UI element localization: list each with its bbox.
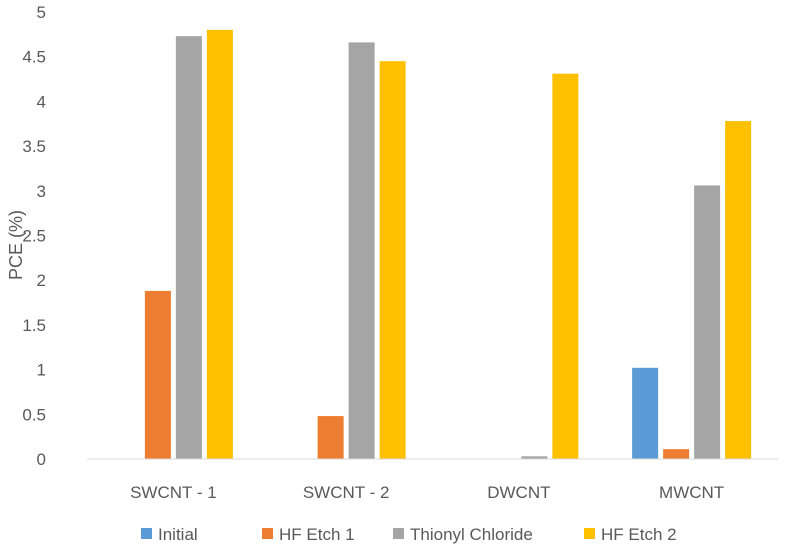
legend-swatch xyxy=(262,528,273,539)
x-axis-categories: SWCNT - 1 SWCNT - 2 DWCNT MWCNT xyxy=(130,483,724,502)
bar-hf-etch-1-3 xyxy=(663,449,690,459)
bar-thionyl-chloride-2 xyxy=(521,456,548,459)
bar-hf-etch-2-2 xyxy=(552,73,579,459)
bar-thionyl-chloride-1 xyxy=(348,42,375,460)
legend: Initial HF Etch 1 Thionyl Chloride HF Etch … xyxy=(141,525,677,544)
bar-hf-etch-2-3 xyxy=(725,121,752,460)
bar-thionyl-chloride-0 xyxy=(175,36,202,459)
bar-hf-etch-2-0 xyxy=(206,29,233,459)
bar-hf-etch-2-1 xyxy=(379,61,406,460)
bars xyxy=(144,29,752,460)
x-category-label: SWCNT - 1 xyxy=(130,483,217,502)
y-tick-label: 5 xyxy=(37,3,46,22)
y-axis-label: PCE (%) xyxy=(6,210,26,280)
y-tick-label: 3.5 xyxy=(22,137,46,156)
y-tick-label: 0 xyxy=(37,450,46,469)
legend-swatch xyxy=(584,528,595,539)
y-tick-label: 4 xyxy=(37,92,46,111)
bar-thionyl-chloride-3 xyxy=(694,185,721,459)
y-tick-label: 4.5 xyxy=(22,48,46,67)
y-tick-label: 1 xyxy=(37,361,46,380)
x-category-label: DWCNT xyxy=(487,483,550,502)
y-tick-label: 1.5 xyxy=(22,316,46,335)
legend-label: HF Etch 2 xyxy=(601,525,677,544)
x-category-label: SWCNT - 2 xyxy=(303,483,390,502)
x-category-label: MWCNT xyxy=(659,483,724,502)
legend-label: Initial xyxy=(158,525,198,544)
y-axis-ticks: 0 0.5 1 1.5 2 2.5 3 3.5 4 4.5 5 xyxy=(22,3,46,469)
legend-label: HF Etch 1 xyxy=(279,525,355,544)
bar-hf-etch-1-1 xyxy=(317,416,344,459)
y-tick-label: 3 xyxy=(37,182,46,201)
y-tick-label: 2 xyxy=(37,271,46,290)
y-tick-label: 2.5 xyxy=(22,227,46,246)
bar-hf-etch-1-0 xyxy=(144,290,171,459)
legend-label: Thionyl Chloride xyxy=(410,525,533,544)
legend-swatch xyxy=(393,528,404,539)
legend-swatch xyxy=(141,528,152,539)
bar-initial-3 xyxy=(632,367,659,459)
y-tick-label: 0.5 xyxy=(22,405,46,424)
